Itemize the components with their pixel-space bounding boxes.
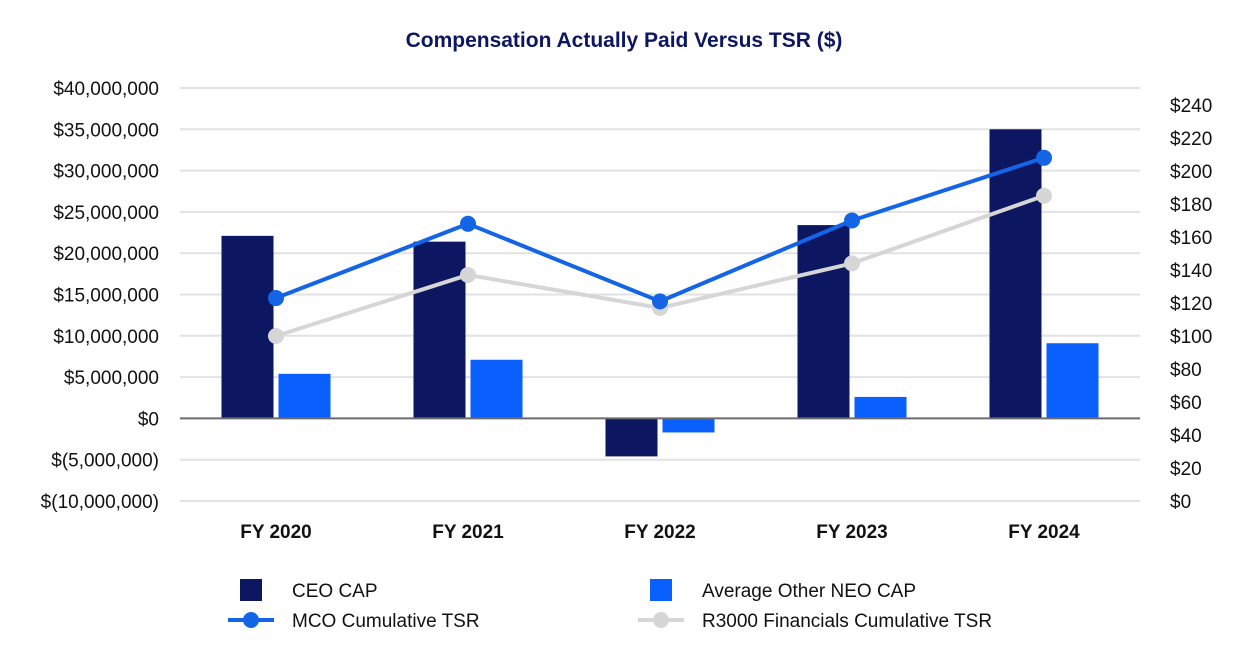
right-tick-label: $240 bbox=[1170, 96, 1212, 117]
right-tick-label: $80 bbox=[1170, 360, 1202, 381]
chart-title: Compensation Actually Paid Versus TSR ($… bbox=[406, 29, 843, 52]
bar-ceo-cap-4 bbox=[989, 129, 1042, 419]
point-r3000-financials-cumulative-tsr-4 bbox=[1036, 187, 1052, 204]
right-tick-label: $40 bbox=[1170, 426, 1202, 447]
left-tick-label: $0 bbox=[138, 409, 159, 430]
bar-series bbox=[221, 129, 1099, 457]
right-tick-label: $200 bbox=[1170, 162, 1212, 183]
bar-ceo-cap-0 bbox=[221, 235, 274, 419]
bar-average-other-neo-cap-3 bbox=[854, 396, 907, 419]
right-tick-label: $220 bbox=[1170, 129, 1212, 150]
right-tick-label: $140 bbox=[1170, 261, 1212, 282]
category-label: FY 2022 bbox=[624, 522, 695, 543]
category-label: FY 2023 bbox=[816, 522, 887, 543]
legend-label: Average Other NEO CAP bbox=[702, 581, 916, 602]
point-r3000-financials-cumulative-tsr-1 bbox=[460, 266, 476, 283]
legend-item: Average Other NEO CAP bbox=[650, 579, 916, 602]
category-label: FY 2020 bbox=[240, 522, 311, 543]
bar-ceo-cap-2 bbox=[605, 418, 658, 457]
legend-item: R3000 Financials Cumulative TSR bbox=[638, 611, 992, 632]
left-axis-ticks: $40,000,000 $35,000,000 $30,000,000 $25,000… bbox=[41, 79, 159, 513]
bar-average-other-neo-cap-2 bbox=[662, 418, 715, 433]
legend-label: CEO CAP bbox=[292, 581, 378, 602]
point-mco-cumulative-tsr-0 bbox=[268, 290, 284, 307]
legend-marker bbox=[243, 612, 259, 628]
left-tick-label: $30,000,000 bbox=[53, 162, 159, 183]
left-tick-label: $40,000,000 bbox=[53, 79, 159, 100]
point-r3000-financials-cumulative-tsr-3 bbox=[844, 255, 860, 272]
left-tick-label: $(5,000,000) bbox=[51, 451, 159, 472]
right-tick-label: $60 bbox=[1170, 393, 1202, 414]
left-tick-label: $5,000,000 bbox=[64, 368, 159, 389]
right-tick-label: $120 bbox=[1170, 294, 1212, 315]
right-tick-label: $160 bbox=[1170, 228, 1212, 249]
right-tick-label: $20 bbox=[1170, 459, 1202, 480]
left-tick-label: $15,000,000 bbox=[53, 286, 159, 307]
category-label: FY 2021 bbox=[432, 522, 504, 543]
bar-average-other-neo-cap-1 bbox=[470, 359, 523, 419]
category-labels: FY 2020 FY 2021 FY 2022 FY 2023 FY 2024 bbox=[240, 522, 1080, 543]
legend: CEO CAP Average Other NEO CAP MCO Cumulati… bbox=[228, 579, 992, 632]
left-tick-label: $10,000,000 bbox=[53, 327, 159, 348]
bar-ceo-cap-1 bbox=[413, 241, 466, 419]
left-tick-label: $(10,000,000) bbox=[41, 492, 159, 513]
legend-swatch bbox=[240, 579, 262, 601]
left-tick-label: $20,000,000 bbox=[53, 244, 159, 265]
point-mco-cumulative-tsr-3 bbox=[844, 212, 860, 229]
legend-label: R3000 Financials Cumulative TSR bbox=[702, 611, 992, 632]
left-tick-label: $35,000,000 bbox=[53, 120, 159, 141]
bar-ceo-cap-3 bbox=[797, 225, 850, 419]
category-label: FY 2024 bbox=[1008, 522, 1080, 543]
right-tick-label: $180 bbox=[1170, 195, 1212, 216]
legend-label: MCO Cumulative TSR bbox=[292, 611, 480, 632]
legend-item: MCO Cumulative TSR bbox=[228, 611, 480, 632]
right-axis-ticks: $240 $220 $200 $180 $160 $140 $120 $100 $80 $60 $4… bbox=[1170, 96, 1212, 513]
legend-marker bbox=[653, 612, 669, 628]
point-mco-cumulative-tsr-1 bbox=[460, 215, 476, 232]
legend-swatch bbox=[650, 579, 672, 601]
right-tick-label: $100 bbox=[1170, 327, 1212, 348]
line-series bbox=[268, 149, 1052, 344]
point-r3000-financials-cumulative-tsr-0 bbox=[268, 328, 284, 344]
point-mco-cumulative-tsr-2 bbox=[652, 293, 668, 310]
right-tick-label: $0 bbox=[1170, 492, 1191, 513]
left-tick-label: $25,000,000 bbox=[53, 203, 159, 224]
bar-average-other-neo-cap-4 bbox=[1046, 343, 1099, 419]
bar-average-other-neo-cap-0 bbox=[278, 373, 331, 419]
legend-item: CEO CAP bbox=[240, 579, 378, 602]
point-mco-cumulative-tsr-4 bbox=[1036, 149, 1052, 166]
line-mco-cumulative-tsr bbox=[275, 155, 1045, 304]
